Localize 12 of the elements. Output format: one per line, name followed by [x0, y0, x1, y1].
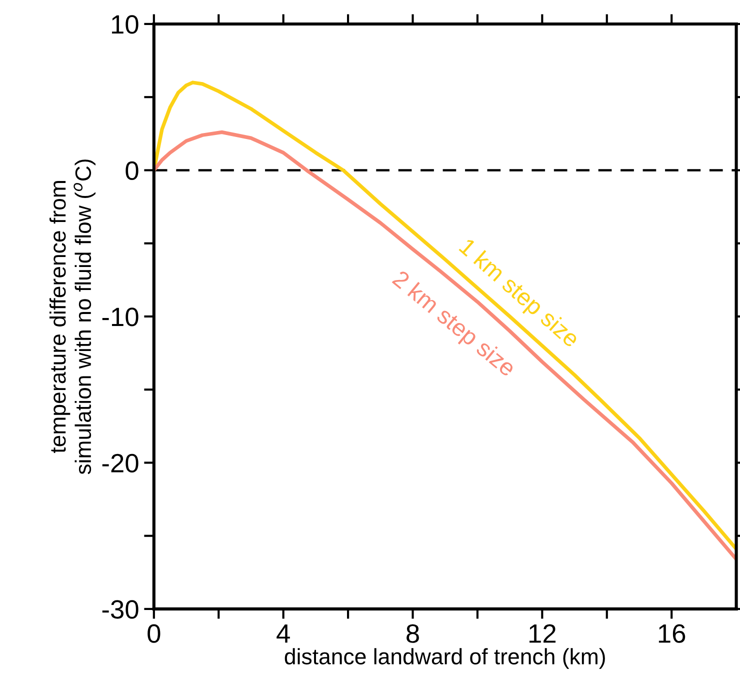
y-tick-label: -10 — [102, 308, 138, 326]
x-tick-label: 12 — [530, 624, 556, 643]
x-tick-label: 16 — [658, 624, 686, 643]
x-axis-title: distance landward of trench (km) — [284, 648, 605, 669]
y-axis-title: temperature difference from simulation with no fluid flow ($^{o}$C) — [49, 160, 96, 474]
x-tick-label: 8 — [406, 624, 419, 643]
x-tick-label: 4 — [276, 624, 290, 643]
y-tick-label: -20 — [102, 454, 138, 473]
x-tick-label: 0 — [148, 624, 160, 643]
y-tick-label: 0 — [126, 161, 138, 180]
y-tick-label: -30 — [102, 600, 138, 619]
y-tick-label: 10 — [112, 15, 138, 34]
